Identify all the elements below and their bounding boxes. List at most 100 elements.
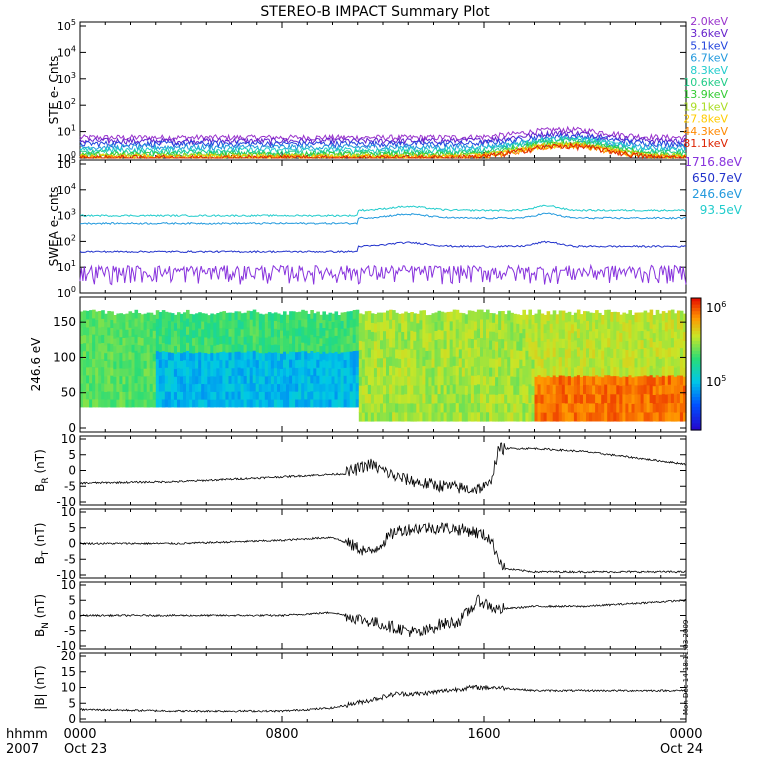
x-label-hhmm: hhmm (6, 727, 48, 742)
heatmap-cell (92, 342, 96, 351)
heatmap-cell (216, 383, 220, 392)
heatmap-cell (480, 365, 484, 376)
heatmap-cell (552, 365, 557, 376)
heatmap-cell (622, 375, 626, 386)
heatmap-cell (407, 393, 411, 404)
heatmap-cell (243, 351, 248, 361)
heatmap-cell (140, 399, 145, 408)
heatmap-cell (295, 351, 299, 361)
heatmap-cell (331, 321, 336, 330)
heatmap-cell (295, 359, 299, 368)
heatmap-cell (649, 337, 654, 348)
heatmap-cell (270, 313, 275, 322)
heatmap-cell (313, 328, 317, 338)
heatmap-cell (610, 339, 614, 349)
heatmap-cell (649, 346, 654, 357)
heatmap-cell (319, 314, 323, 324)
heatmap-cell (670, 383, 675, 394)
heatmap-cell (573, 393, 578, 404)
heatmap-cell (289, 398, 293, 408)
heatmap-cell (267, 367, 272, 376)
heatmap-cell (631, 394, 636, 404)
heatmap-cell (425, 350, 429, 360)
heatmap-cell (504, 340, 508, 351)
heatmap-cell (240, 328, 245, 338)
heatmap-cell (416, 349, 420, 359)
heatmap-cell (413, 358, 417, 368)
heatmap-cell (419, 374, 423, 385)
heatmap-cell (673, 385, 678, 395)
heatmap-cell (325, 329, 329, 339)
heatmap-cell (225, 383, 229, 392)
heatmap-cell (643, 329, 648, 339)
heatmap-cell (258, 352, 263, 361)
heatmap-cell (486, 356, 490, 366)
heatmap-cell (155, 342, 160, 352)
heatmap-cell (501, 320, 505, 330)
heatmap-cell (413, 412, 417, 422)
heatmap-cell (86, 374, 90, 384)
heatmap-cell (570, 359, 575, 369)
heatmap-cell (177, 343, 181, 353)
heatmap-cell (595, 384, 599, 394)
heatmap-cell (189, 375, 193, 385)
heatmap-cell (673, 349, 678, 359)
heatmap-cell (219, 351, 223, 360)
heatmap-cell (373, 376, 378, 386)
heatmap-cell (670, 393, 675, 403)
heatmap-cell (137, 336, 142, 345)
heatmap-cell (246, 334, 251, 344)
heatmap-cell (380, 402, 384, 413)
heatmap-cell (461, 349, 466, 359)
heatmap-cell (86, 366, 90, 376)
heatmap-cell (146, 391, 151, 400)
heatmap-cell (83, 390, 87, 400)
heatmap-cell (470, 402, 475, 413)
heatmap-cell (480, 337, 484, 348)
heatmap-cell (395, 339, 399, 350)
heatmap-cell (134, 350, 139, 359)
heatmap-cell (80, 359, 84, 368)
heatmap-cell (407, 330, 411, 341)
heatmap-cell (676, 374, 681, 385)
heatmap-cell (92, 309, 96, 319)
heatmap-cell (225, 399, 229, 408)
heatmap-cell (170, 313, 175, 322)
heatmap-cell (180, 329, 184, 338)
heatmap-cell (367, 365, 372, 376)
heatmap-cell (461, 358, 466, 368)
heatmap-cell (470, 365, 475, 376)
heatmap-cell (486, 365, 490, 376)
heatmap-cell (510, 402, 514, 413)
heatmap-cell (243, 391, 248, 400)
heatmap-cell (455, 328, 460, 339)
heatmap-cell (495, 394, 499, 404)
y-tick-label: 10 (61, 432, 76, 446)
heatmap-cell (583, 320, 587, 330)
heatmap-cell (304, 342, 308, 352)
heatmap-cell (355, 309, 360, 319)
heatmap-cell (219, 375, 223, 384)
heatmap-cell (170, 320, 175, 330)
heatmap-cell (649, 374, 654, 385)
heatmap-cell (101, 342, 105, 352)
heatmap-cell (376, 366, 381, 377)
heatmap-cell (616, 339, 620, 349)
y-tick-label: 5 (68, 593, 76, 607)
heatmap-cell (449, 393, 454, 404)
heatmap-cell (619, 412, 623, 422)
heatmap-cell (667, 384, 672, 394)
heatmap-cell (652, 350, 657, 360)
heatmap-cell (370, 394, 375, 404)
heatmap-cell (307, 391, 311, 400)
heatmap-cell (201, 399, 205, 408)
heatmap-cell (95, 311, 99, 320)
heatmap-cell (507, 365, 511, 376)
heatmap-cell (286, 330, 290, 339)
heatmap-cell (152, 314, 157, 324)
heatmap-cell (570, 394, 575, 404)
heatmap-cell (476, 337, 481, 348)
heatmap-cell (501, 393, 505, 404)
heatmap-cell (343, 398, 348, 408)
